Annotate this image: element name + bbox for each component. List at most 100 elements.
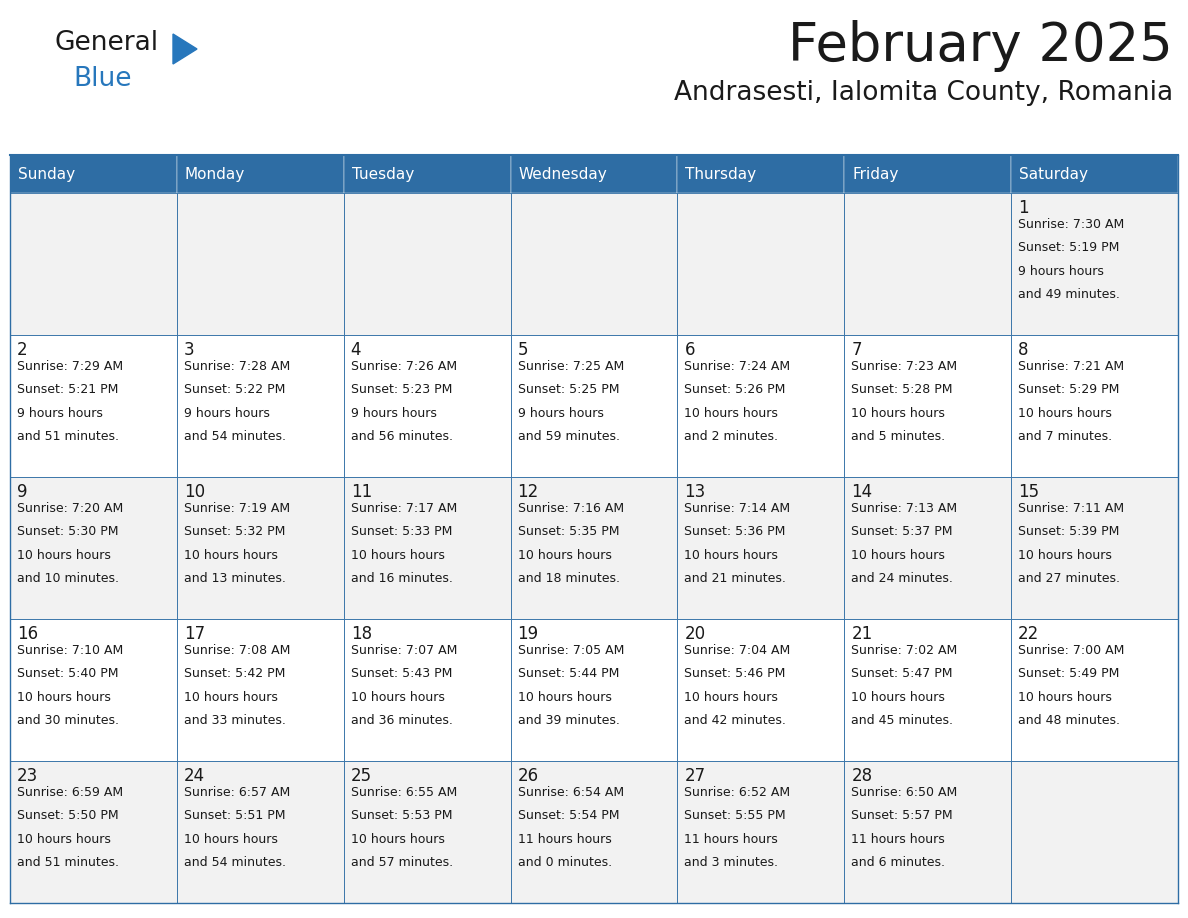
Text: Sunset: 5:28 PM: Sunset: 5:28 PM bbox=[852, 384, 953, 397]
Text: Sunrise: 6:52 AM: Sunrise: 6:52 AM bbox=[684, 786, 790, 799]
Text: and 30 minutes.: and 30 minutes. bbox=[17, 714, 119, 727]
Text: 15: 15 bbox=[1018, 483, 1040, 501]
Text: Sunset: 5:43 PM: Sunset: 5:43 PM bbox=[350, 667, 453, 680]
Text: 10 hours hours: 10 hours hours bbox=[17, 691, 110, 704]
Text: Sunrise: 7:14 AM: Sunrise: 7:14 AM bbox=[684, 502, 790, 515]
Text: Sunset: 5:51 PM: Sunset: 5:51 PM bbox=[184, 810, 285, 823]
Text: Sunrise: 7:05 AM: Sunrise: 7:05 AM bbox=[518, 644, 624, 657]
Bar bbox=[343, 761, 511, 903]
Text: Sunrise: 7:10 AM: Sunrise: 7:10 AM bbox=[17, 644, 124, 657]
Text: Sunset: 5:22 PM: Sunset: 5:22 PM bbox=[184, 384, 285, 397]
Text: Sunset: 5:29 PM: Sunset: 5:29 PM bbox=[1018, 384, 1119, 397]
Text: 9: 9 bbox=[17, 483, 27, 501]
Bar bbox=[343, 193, 511, 335]
Text: 10 hours hours: 10 hours hours bbox=[684, 691, 778, 704]
Text: 24: 24 bbox=[184, 767, 206, 785]
Text: Sunset: 5:54 PM: Sunset: 5:54 PM bbox=[518, 810, 619, 823]
Bar bbox=[177, 477, 343, 619]
Bar bbox=[343, 619, 511, 761]
Text: 19: 19 bbox=[518, 625, 538, 643]
Text: and 49 minutes.: and 49 minutes. bbox=[1018, 288, 1120, 301]
Text: Sunrise: 7:02 AM: Sunrise: 7:02 AM bbox=[852, 644, 958, 657]
Text: and 0 minutes.: and 0 minutes. bbox=[518, 856, 612, 869]
Text: 8: 8 bbox=[1018, 341, 1029, 359]
Text: 10 hours hours: 10 hours hours bbox=[184, 549, 278, 562]
Text: and 27 minutes.: and 27 minutes. bbox=[1018, 572, 1120, 586]
Text: 10 hours hours: 10 hours hours bbox=[1018, 691, 1112, 704]
Bar bbox=[677, 761, 845, 903]
Text: and 2 minutes.: and 2 minutes. bbox=[684, 431, 778, 443]
Bar bbox=[845, 619, 1011, 761]
Text: and 5 minutes.: and 5 minutes. bbox=[852, 431, 946, 443]
Bar bbox=[1011, 477, 1178, 619]
Text: Sunset: 5:19 PM: Sunset: 5:19 PM bbox=[1018, 241, 1119, 254]
Text: Sunset: 5:25 PM: Sunset: 5:25 PM bbox=[518, 384, 619, 397]
Text: and 51 minutes.: and 51 minutes. bbox=[17, 431, 119, 443]
Text: 5: 5 bbox=[518, 341, 529, 359]
Bar bbox=[343, 335, 511, 477]
Bar bbox=[10, 155, 177, 193]
Text: and 57 minutes.: and 57 minutes. bbox=[350, 856, 453, 869]
Text: February 2025: February 2025 bbox=[789, 20, 1173, 72]
Text: and 54 minutes.: and 54 minutes. bbox=[184, 431, 286, 443]
Text: Sunset: 5:47 PM: Sunset: 5:47 PM bbox=[852, 667, 953, 680]
Bar bbox=[177, 761, 343, 903]
Text: 27: 27 bbox=[684, 767, 706, 785]
Bar bbox=[177, 619, 343, 761]
Bar bbox=[677, 619, 845, 761]
Text: and 13 minutes.: and 13 minutes. bbox=[184, 572, 286, 586]
Text: 28: 28 bbox=[852, 767, 872, 785]
Text: 10 hours hours: 10 hours hours bbox=[17, 549, 110, 562]
Text: and 24 minutes.: and 24 minutes. bbox=[852, 572, 953, 586]
Text: and 6 minutes.: and 6 minutes. bbox=[852, 856, 946, 869]
Bar bbox=[677, 477, 845, 619]
Text: Saturday: Saturday bbox=[1019, 166, 1088, 182]
Text: Sunset: 5:44 PM: Sunset: 5:44 PM bbox=[518, 667, 619, 680]
Text: Sunset: 5:35 PM: Sunset: 5:35 PM bbox=[518, 525, 619, 539]
Bar bbox=[177, 193, 343, 335]
Text: Sunrise: 6:59 AM: Sunrise: 6:59 AM bbox=[17, 786, 124, 799]
Bar bbox=[511, 761, 677, 903]
Text: Sunrise: 7:28 AM: Sunrise: 7:28 AM bbox=[184, 360, 290, 373]
Text: Sunrise: 7:30 AM: Sunrise: 7:30 AM bbox=[1018, 218, 1124, 231]
Text: 18: 18 bbox=[350, 625, 372, 643]
Text: 10 hours hours: 10 hours hours bbox=[350, 833, 444, 845]
Text: Friday: Friday bbox=[852, 166, 898, 182]
Text: and 39 minutes.: and 39 minutes. bbox=[518, 714, 619, 727]
Bar bbox=[845, 193, 1011, 335]
Text: 11 hours hours: 11 hours hours bbox=[684, 833, 778, 845]
Bar bbox=[1011, 193, 1178, 335]
Text: Sunset: 5:42 PM: Sunset: 5:42 PM bbox=[184, 667, 285, 680]
Text: 11 hours hours: 11 hours hours bbox=[518, 833, 612, 845]
Bar bbox=[343, 155, 511, 193]
Text: 10 hours hours: 10 hours hours bbox=[1018, 549, 1112, 562]
Text: 10 hours hours: 10 hours hours bbox=[17, 833, 110, 845]
Text: Sunrise: 7:25 AM: Sunrise: 7:25 AM bbox=[518, 360, 624, 373]
Text: 10: 10 bbox=[184, 483, 206, 501]
Text: 23: 23 bbox=[17, 767, 38, 785]
Bar bbox=[177, 335, 343, 477]
Text: 13: 13 bbox=[684, 483, 706, 501]
Text: Blue: Blue bbox=[72, 66, 132, 92]
Text: Sunrise: 7:04 AM: Sunrise: 7:04 AM bbox=[684, 644, 791, 657]
Text: and 54 minutes.: and 54 minutes. bbox=[184, 856, 286, 869]
Text: 10 hours hours: 10 hours hours bbox=[684, 407, 778, 420]
Text: 9 hours hours: 9 hours hours bbox=[184, 407, 270, 420]
Text: and 33 minutes.: and 33 minutes. bbox=[184, 714, 286, 727]
Text: 10 hours hours: 10 hours hours bbox=[350, 691, 444, 704]
Text: Sunset: 5:36 PM: Sunset: 5:36 PM bbox=[684, 525, 785, 539]
Text: Sunrise: 7:19 AM: Sunrise: 7:19 AM bbox=[184, 502, 290, 515]
Text: 10 hours hours: 10 hours hours bbox=[852, 407, 946, 420]
Bar bbox=[10, 619, 177, 761]
Text: and 56 minutes.: and 56 minutes. bbox=[350, 431, 453, 443]
Text: Sunrise: 7:21 AM: Sunrise: 7:21 AM bbox=[1018, 360, 1124, 373]
Text: Sunset: 5:21 PM: Sunset: 5:21 PM bbox=[17, 384, 119, 397]
Text: 10 hours hours: 10 hours hours bbox=[518, 691, 612, 704]
Text: 10 hours hours: 10 hours hours bbox=[852, 691, 946, 704]
Text: Sunset: 5:39 PM: Sunset: 5:39 PM bbox=[1018, 525, 1119, 539]
Text: and 10 minutes.: and 10 minutes. bbox=[17, 572, 119, 586]
Text: Monday: Monday bbox=[185, 166, 245, 182]
Text: Thursday: Thursday bbox=[685, 166, 757, 182]
Text: Sunrise: 6:50 AM: Sunrise: 6:50 AM bbox=[852, 786, 958, 799]
Bar bbox=[177, 155, 343, 193]
